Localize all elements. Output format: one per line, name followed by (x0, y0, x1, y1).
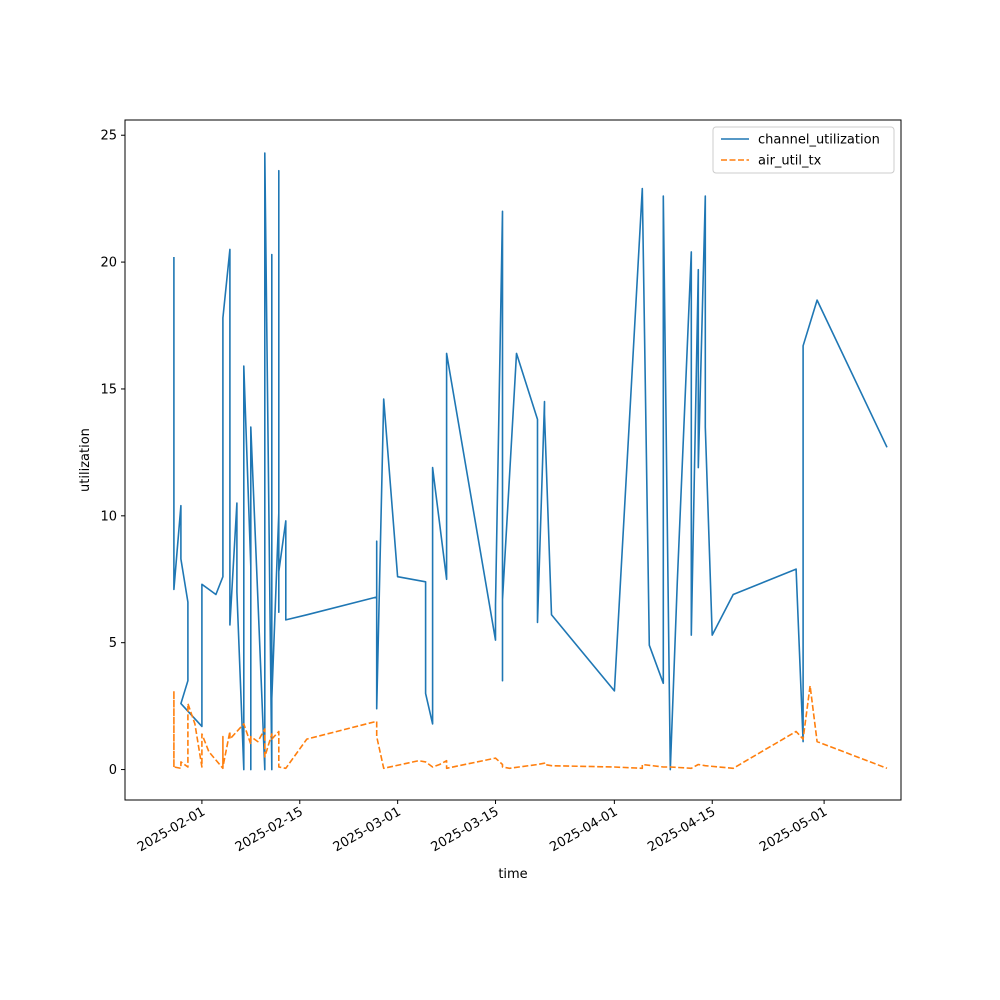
series-line-channel-utilization (173, 152, 888, 771)
y-tick-label: 10 (100, 509, 117, 524)
y-tick-label: 0 (109, 763, 117, 778)
y-tick-label: 25 (100, 129, 117, 144)
y-axis-label: utilization (78, 428, 93, 492)
axes-frame (124, 119, 902, 801)
series-layer (173, 152, 888, 771)
legend: channel_utilization air_util_tx (712, 126, 895, 174)
legend-box (712, 126, 895, 174)
legend-label: channel_utilization (758, 133, 880, 148)
y-tick-label: 5 (109, 636, 117, 651)
x-axis-label: time (498, 867, 527, 882)
series-line-air-util-tx (173, 684, 888, 770)
y-tick-label: 20 (100, 256, 117, 271)
y-axis: 0 5 10 15 20 25 (100, 129, 125, 778)
legend-label: air_util_tx (758, 154, 822, 169)
y-tick-label: 15 (100, 382, 117, 397)
